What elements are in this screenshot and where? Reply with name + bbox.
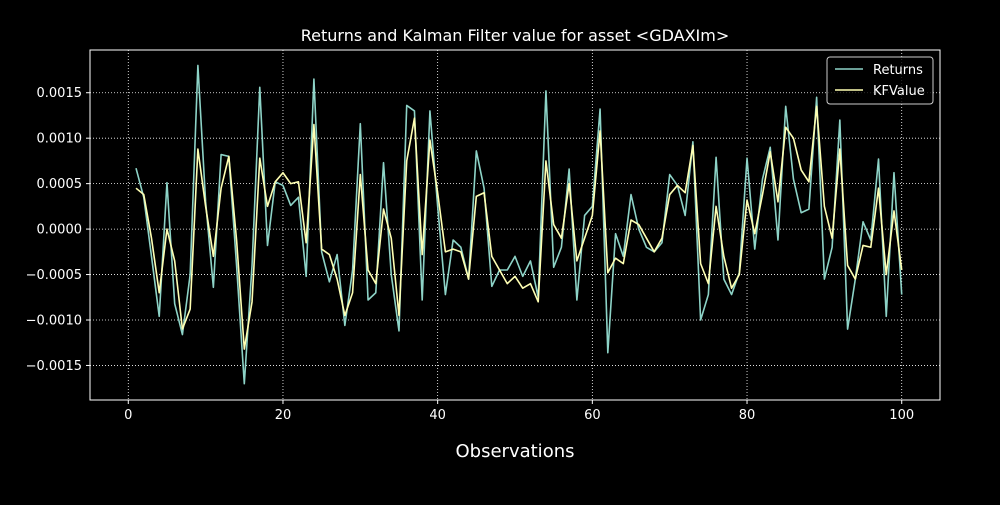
x-axis: 0 20 40 60 80 100 xyxy=(124,400,914,423)
x-tick-label: 0 xyxy=(124,408,132,423)
y-tick-label: 0.0015 xyxy=(37,86,83,101)
x-tick-label: 60 xyxy=(584,408,601,423)
series-layer xyxy=(135,64,903,385)
y-tick-label: −0.0015 xyxy=(26,359,82,374)
y-axis: −0.0015 −0.0010 −0.0005 0.0000 0.0005 0.0010 0… xyxy=(26,86,90,374)
x-tick-label: 20 xyxy=(275,408,292,423)
legend: Returns KFValue xyxy=(826,56,934,105)
x-axis-label: Observations xyxy=(456,441,575,462)
x-tick-label: 80 xyxy=(739,408,756,423)
legend-label-returns: Returns xyxy=(873,63,923,78)
y-tick-label: 0.0010 xyxy=(37,132,83,147)
x-tick-label: 100 xyxy=(889,408,914,423)
y-tick-label: 0.0005 xyxy=(37,177,83,192)
x-tick-label: 40 xyxy=(429,408,446,423)
series-line-kfvalue xyxy=(135,105,903,350)
y-tick-label: 0.0000 xyxy=(37,223,83,238)
chart-title: Returns and Kalman Filter value for asse… xyxy=(301,26,730,45)
y-tick-label: −0.0010 xyxy=(26,314,82,329)
legend-label-kfvalue: KFValue xyxy=(873,84,925,99)
plot-area-frame xyxy=(89,49,941,401)
y-tick-label: −0.0005 xyxy=(26,268,82,283)
series-line-returns xyxy=(135,64,903,385)
